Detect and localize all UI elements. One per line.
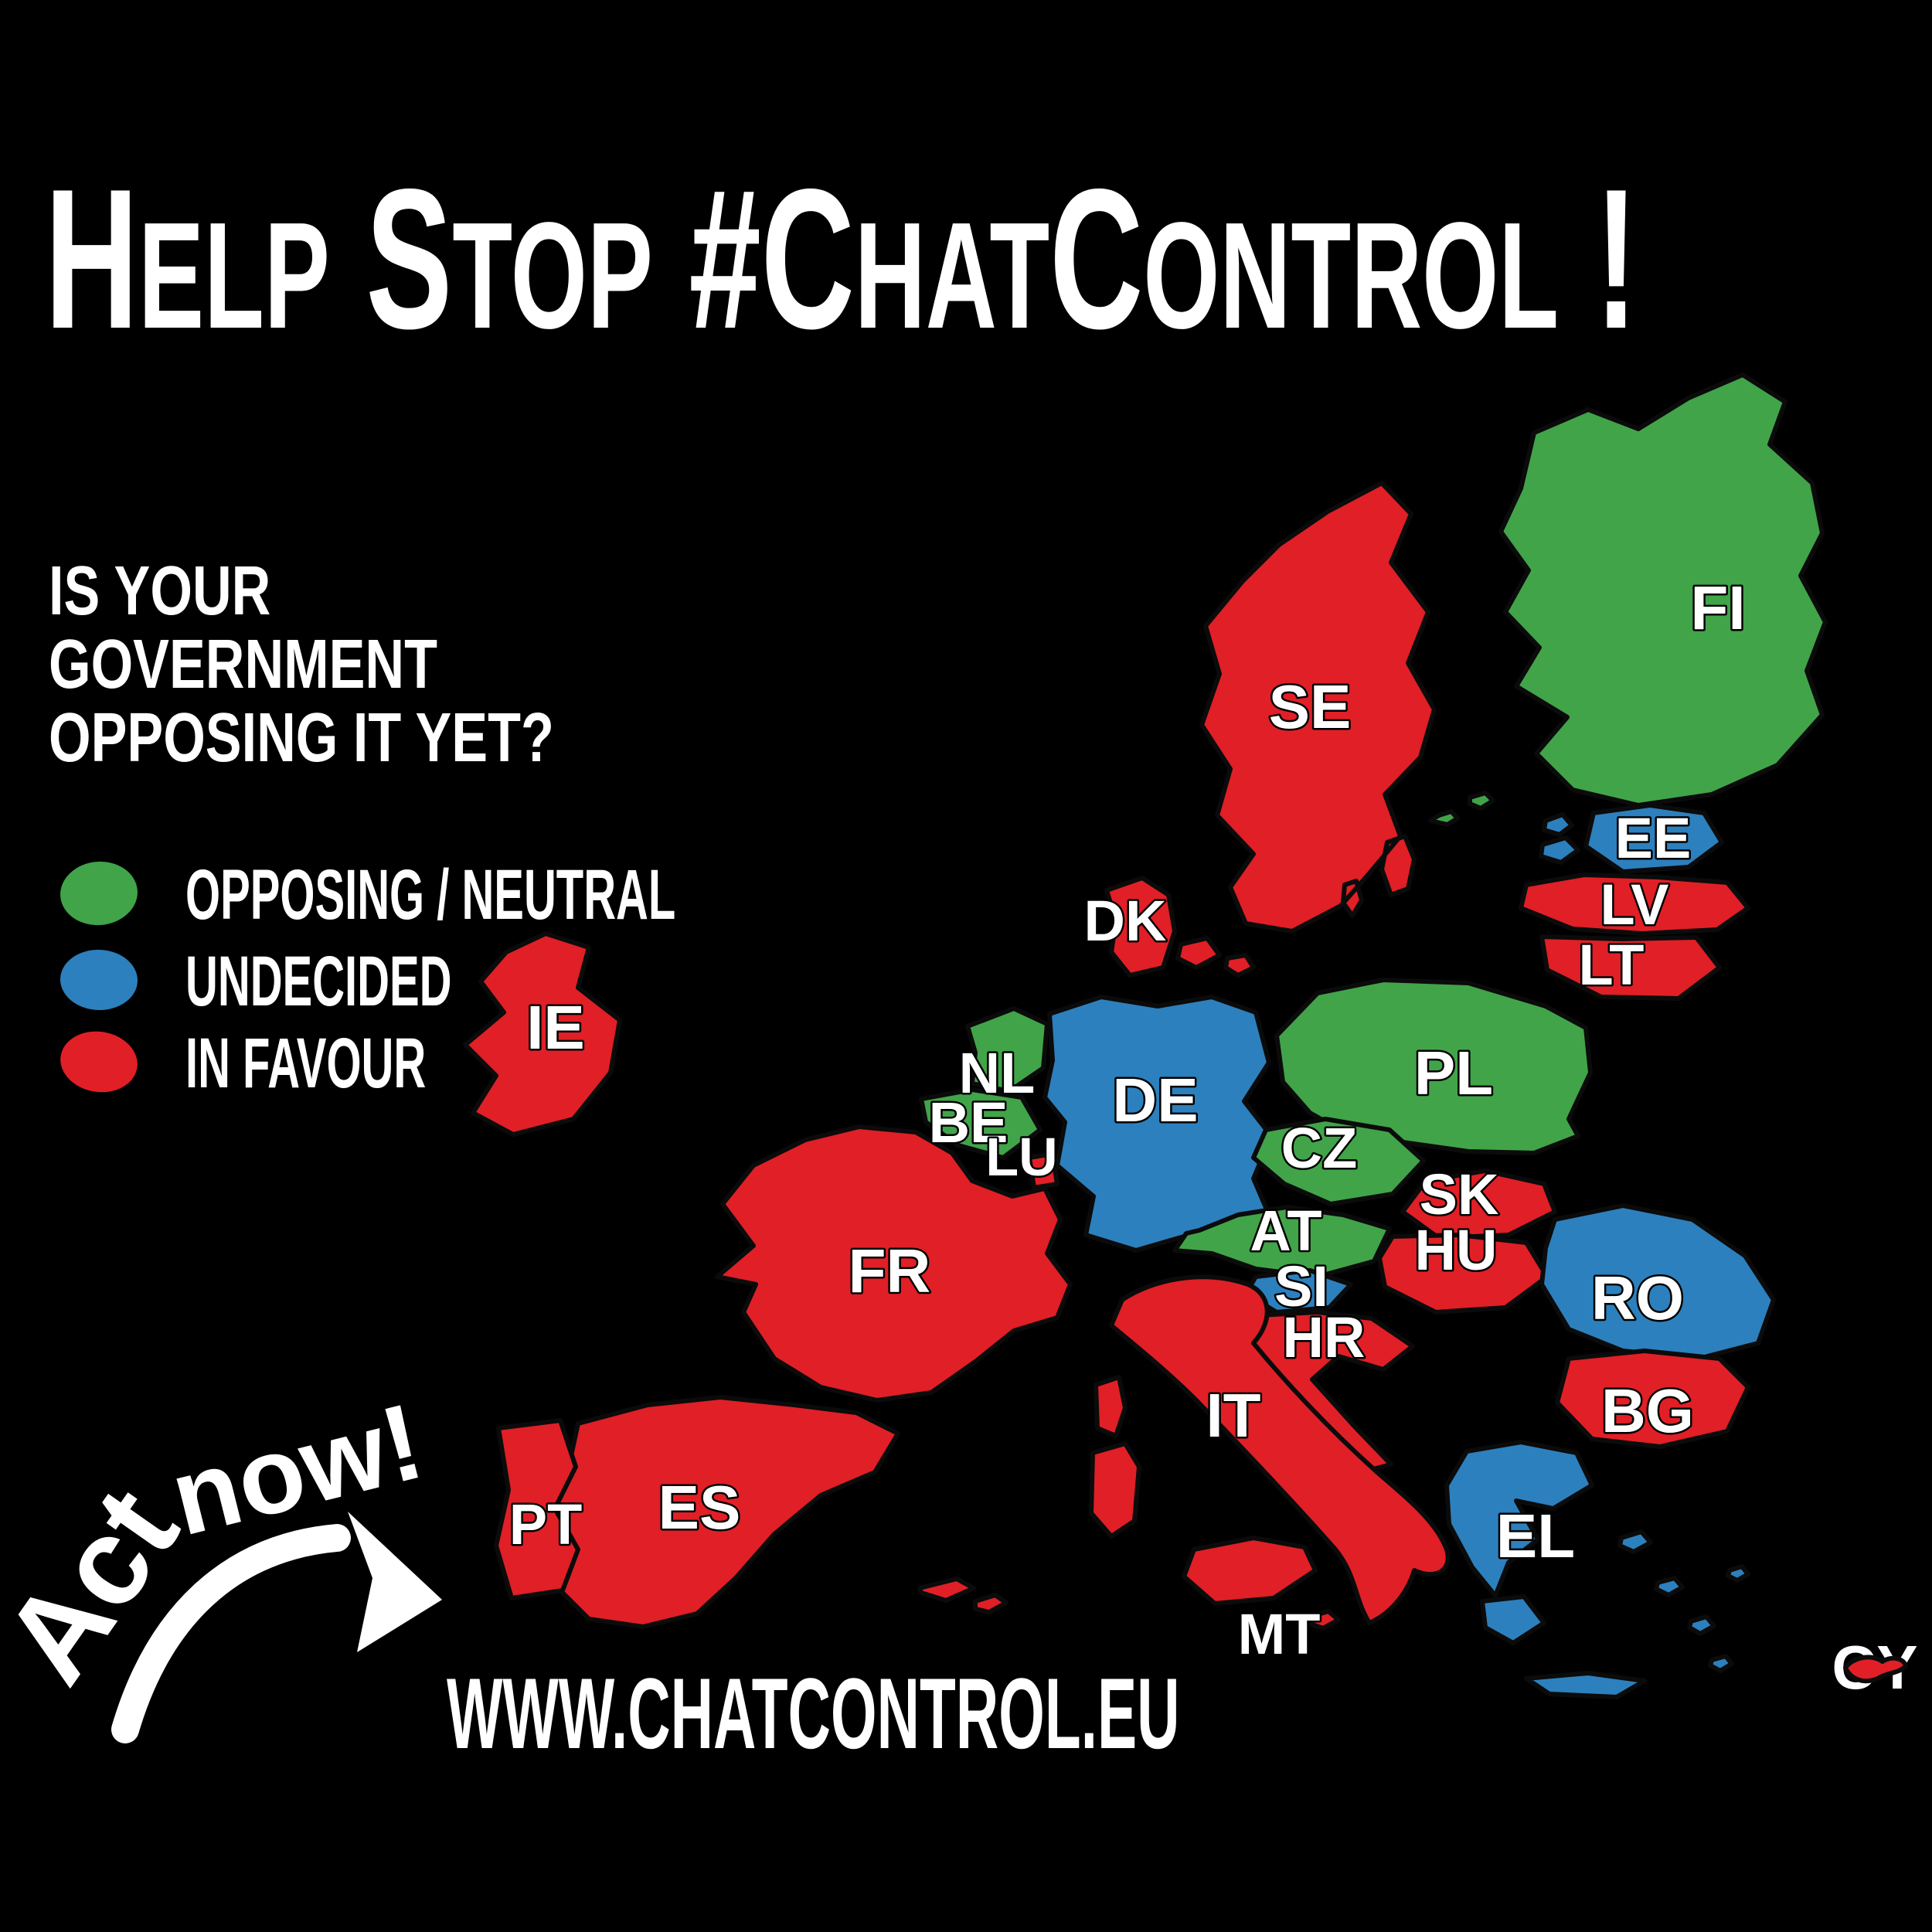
country-hu (1377, 1233, 1549, 1315)
country-ee (1539, 803, 1724, 874)
act-now-word-1: Act (0, 1464, 204, 1706)
country-se (1199, 481, 1437, 934)
country-es (550, 1395, 1009, 1629)
country-ro (1539, 1203, 1776, 1361)
country-mt (1308, 1609, 1341, 1631)
country-label-ee: EE (1615, 806, 1692, 870)
country-label-dk: DK (1084, 889, 1167, 953)
country-label-de: DE (1112, 1066, 1198, 1134)
country-ie (463, 931, 622, 1137)
country-dk (1104, 876, 1256, 978)
question-line-2: GOVERNMENT (49, 626, 437, 703)
country-nl (965, 1006, 1049, 1094)
country-label-pt: PT (509, 1492, 583, 1556)
country-cz (1251, 1117, 1426, 1206)
country-label-bg: BG (1601, 1376, 1694, 1445)
legend-dot-opposing (60, 861, 138, 926)
country-label-lv: LV (1600, 872, 1668, 937)
country-label-es: ES (658, 1473, 741, 1542)
country-label-hu: HU (1415, 1218, 1498, 1282)
legend-label-undecided: UNDECIDED (185, 941, 452, 1021)
country-label-it: IT (1206, 1381, 1260, 1450)
country-pt (494, 1418, 580, 1600)
country-label-at: AT (1250, 1199, 1321, 1263)
question-line-1: IS YOUR (49, 553, 270, 630)
country-label-ro: RO (1591, 1264, 1684, 1332)
country-cy (1843, 1655, 1908, 1684)
country-label-cz: CZ (1281, 1116, 1358, 1180)
country-lv (1519, 872, 1750, 936)
question-line-3: OPPOSING IT YET? (49, 699, 554, 777)
country-lu (1027, 1151, 1060, 1190)
country-label-hr: HR (1283, 1305, 1366, 1369)
country-label-el: EL (1496, 1502, 1575, 1570)
country-label-fr: FR (849, 1236, 931, 1305)
legend-dot-in_favour (60, 1031, 138, 1093)
website-url: WWW.CHATCONTROL.EU (447, 1657, 1180, 1770)
country-label-mt: MT (1238, 1602, 1321, 1666)
title: HELP STOP #CHATCONTROL ! (45, 148, 1638, 371)
country-at (1172, 1205, 1392, 1279)
country-el (1444, 1440, 1750, 1699)
country-label-lt: LT (1579, 933, 1645, 997)
call-to-action: Act now! (0, 1379, 442, 1743)
country-sk (1400, 1168, 1557, 1240)
country-fr (715, 1124, 1128, 1438)
legend-dot-undecided (60, 949, 138, 1011)
country-label-si: SI (1274, 1254, 1328, 1318)
legend-label-opposing: OPPOSING / NEUTRAL (185, 855, 675, 934)
country-label-fi: FI (1690, 573, 1745, 642)
country-lt (1539, 934, 1722, 1001)
country-label-nl: NL (959, 1041, 1036, 1105)
country-bg (1555, 1349, 1750, 1449)
country-be (919, 1087, 1043, 1160)
act-now-arrow-icon (111, 1512, 442, 1743)
country-label-sk: SK (1420, 1162, 1499, 1226)
legend-label-in_favour: IN FAVOUR (185, 1023, 426, 1103)
country-label-be: BE (929, 1090, 1009, 1155)
country-label-lu: LU (985, 1127, 1057, 1187)
europe-map (463, 372, 1828, 1699)
country-label-pl: PL (1414, 1039, 1493, 1107)
country-label-se: SE (1269, 672, 1352, 741)
country-label-ie: IE (526, 993, 585, 1062)
country-it (1089, 1274, 1451, 1625)
country-fi (1428, 372, 1828, 827)
